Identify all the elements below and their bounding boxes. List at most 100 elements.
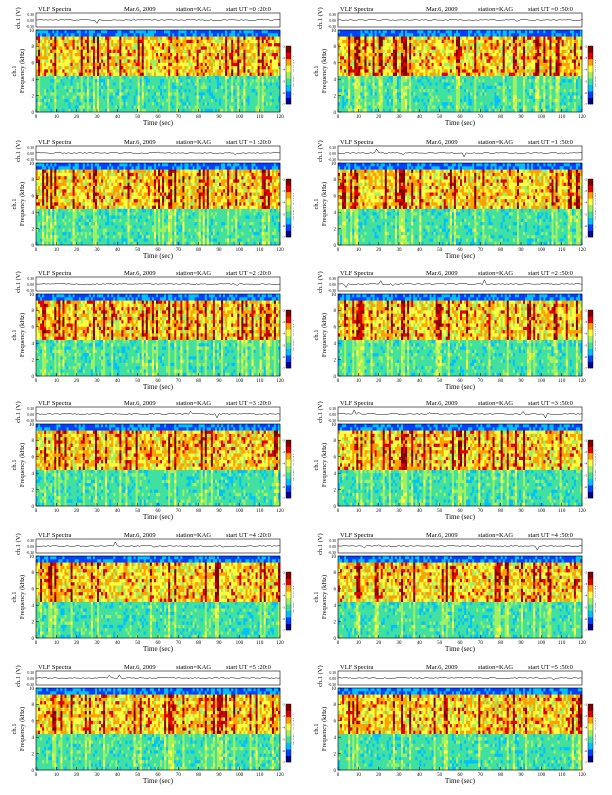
spectrogram-cell [375,63,377,67]
spectrogram-cell [456,33,458,37]
spectrogram-cell [482,79,484,83]
spectrogram-cell [142,92,144,96]
spectrogram-cell [164,69,166,73]
spectrogram-cell [40,92,42,96]
spectrogram-cell [44,73,46,77]
spectrogram-cell [338,99,340,103]
spectrogram-cell [423,53,425,57]
spectrogram-cell [209,66,211,70]
spectrogram-cell [111,46,113,50]
spectrogram-cell [395,40,397,44]
spectrogram-cell [270,63,272,67]
spectrogram-cell [395,66,397,70]
spectrogram-cell [358,96,360,100]
spectrogram-cell [121,69,123,73]
spectrogram-cell [350,66,352,70]
spectrogram-cell [199,63,201,67]
spectrogram-cell [225,92,227,96]
spectrogram-cell [399,105,401,109]
spectrogram-cell [486,40,488,44]
spectrogram-cell [99,79,101,83]
spectrogram-cell [466,60,468,64]
spectrogram-cell [172,60,174,64]
spectrogram-cell [393,86,395,90]
spectrogram-cell [180,30,182,34]
spectrogram-cell [354,79,356,83]
spectrogram-cell [107,86,109,90]
spectrogram-cell [205,92,207,96]
spectrogram-cell [432,99,434,103]
spectrogram-cell [158,37,160,41]
spectrogram-cell [115,99,117,103]
spectrogram-cell [486,79,488,83]
spectrogram-cell [338,86,340,90]
spectrogram-cell [430,46,432,50]
spectrogram-cell [395,53,397,57]
spectrogram-cell [103,102,105,106]
spectrogram-cell [103,66,105,70]
spectrogram-cell [64,92,66,96]
spectrogram-cell [262,33,264,37]
spectrogram-cell [270,33,272,37]
spectrogram-cell [397,96,399,100]
spectrogram-cell [364,102,366,106]
spectrogram-cell [462,46,464,50]
spectrogram-cell [247,102,249,106]
spectrogram-cell [493,63,495,67]
spectrogram-cell [421,43,423,47]
spectrogram-cell [38,79,40,83]
spectrogram-cell [119,96,121,100]
spectrogram-cell [176,53,178,57]
spectrogram-cell [87,40,89,44]
spectrogram-cell [156,99,158,103]
spectrogram-cell [160,30,162,34]
spectrogram-cell [389,102,391,106]
spectrogram-cell [158,79,160,83]
spectrogram-cell [399,60,401,64]
spectrogram-cell [123,105,125,109]
spectrogram-cell [87,66,89,70]
spectrogram-cell [64,76,66,80]
spectrogram-cell [452,40,454,44]
spectrogram-cell [464,82,466,86]
spectrogram-cell [389,63,391,67]
spectrogram-cell [148,60,150,64]
spectrogram-cell [144,105,146,109]
spectrogram-cell [134,99,136,103]
spectrogram-cell [423,105,425,109]
spectrogram-cell [93,82,95,86]
spectrogram-cell [358,82,360,86]
spectrogram-cell [182,102,184,106]
spectrogram-cell [215,105,217,109]
spectrogram-cell [77,46,79,50]
spectrogram-cell [193,63,195,67]
spectrogram-cell [260,96,262,100]
spectrogram-cell [401,69,403,73]
spectrogram-cell [338,105,340,109]
spectrogram-cell [450,43,452,47]
spectrogram-cell [150,43,152,47]
spectrogram-cell [75,53,77,57]
spectrogram-cell [50,99,52,103]
spectrogram-cell [425,73,427,77]
spectrogram-cell [46,79,48,83]
spectrogram-cell [456,69,458,73]
spectrogram-cell [241,89,243,93]
spectrogram-cell [158,76,160,80]
spectrogram-cell [42,79,44,83]
spectrogram-cell [107,56,109,60]
spectrogram-cell [482,50,484,54]
spectrogram-cell [371,73,373,77]
spectrogram-cell [468,105,470,109]
spectrogram-cell [373,69,375,73]
spectrogram-cell [476,33,478,37]
spectrogram-cell [87,76,89,80]
spectrogram-cell [62,105,64,109]
spectrogram-cell [191,76,193,80]
spectrogram-cell [191,69,193,73]
spectrogram-cell [237,96,239,100]
spectrogram-cell [432,63,434,67]
spectrogram-cell [223,60,225,64]
spectrogram-cell [130,105,132,109]
spectrogram-cell [358,73,360,77]
